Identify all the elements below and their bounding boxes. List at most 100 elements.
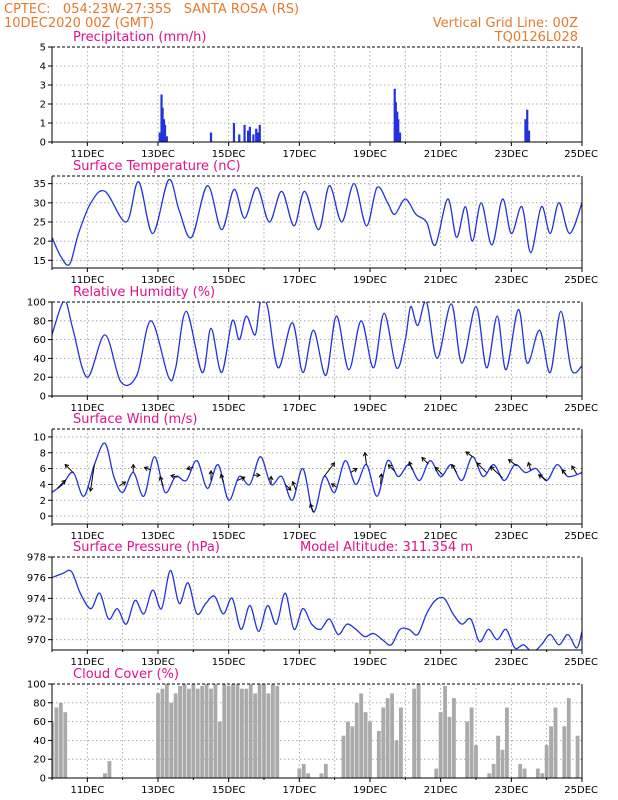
pressure-title: Surface Pressure (hPa)	[73, 540, 220, 555]
precip-bar	[161, 107, 164, 142]
wind-arrow	[323, 462, 336, 477]
precip-bar	[163, 124, 167, 142]
cloud-bar	[500, 749, 505, 778]
precip-bar	[394, 102, 397, 142]
x-tick-label: 11DEC	[70, 531, 104, 542]
cloud-bar	[306, 773, 311, 778]
cloud-bar	[381, 707, 386, 778]
y-tick-label: 8	[40, 448, 46, 459]
cloud-bar	[368, 721, 372, 778]
cloud-bar	[575, 735, 580, 778]
cloud-bar	[491, 763, 496, 778]
cloud-bar	[465, 721, 470, 778]
y-tick-label: 978	[27, 553, 46, 564]
x-tick-label: 15DEC	[212, 531, 246, 542]
y-tick-label: 30	[33, 198, 46, 209]
wind-arrow	[362, 451, 368, 465]
cloud-bar	[52, 721, 54, 778]
cloud-bar	[452, 698, 456, 778]
x-tick-label: 15DEC	[212, 149, 246, 160]
cloud-bar	[231, 684, 235, 778]
precip-bar	[527, 130, 531, 142]
x-tick-label: 13DEC	[141, 403, 175, 414]
cloud-bar	[469, 707, 474, 778]
wind-arrow	[378, 473, 384, 485]
cloud-bar	[266, 693, 271, 778]
cloud-bar	[505, 707, 509, 778]
wind-arrow	[408, 461, 413, 471]
wind-arrow	[237, 476, 246, 481]
x-tick-label: 19DEC	[353, 149, 387, 160]
x-tick-label: 21DEC	[424, 531, 458, 542]
rh-series-line	[52, 302, 582, 387]
x-tick-label: 17DEC	[282, 657, 316, 668]
y-tick-label: 2	[40, 100, 46, 111]
header-location: CPTEC: 054:23W-27:35S SANTA ROSA (RS)	[4, 2, 299, 17]
y-tick-label: 0	[40, 138, 46, 149]
cloud-bar	[553, 707, 558, 778]
x-tick-label: 13DEC	[141, 275, 175, 286]
wind-arrow	[571, 465, 578, 475]
precip-bar	[158, 132, 161, 142]
header-model-code: TQ0126L028	[494, 30, 578, 45]
cloud-bar	[270, 684, 275, 778]
cloud-bar	[301, 763, 306, 778]
model-altitude: Model Altitude: 311.354 m	[300, 540, 473, 555]
wind-arrow	[130, 463, 136, 473]
cloud-bar	[275, 685, 280, 778]
cloud-bar	[200, 685, 205, 778]
y-tick-label: 970	[27, 635, 46, 646]
cloud-bar	[443, 685, 447, 778]
x-tick-label: 23DEC	[494, 657, 528, 668]
cloud-bar	[487, 773, 492, 778]
x-tick-label: 23DEC	[494, 531, 528, 542]
x-tick-label: 19DEC	[353, 657, 387, 668]
y-tick-label: 60	[33, 335, 46, 346]
y-tick-label: 5	[40, 43, 46, 54]
x-tick-label: 17DEC	[282, 403, 316, 414]
x-tick-label: 13DEC	[141, 531, 175, 542]
x-tick-label: 21DEC	[424, 149, 458, 160]
x-tick-label: 19DEC	[353, 275, 387, 286]
cloud-bar	[363, 712, 368, 778]
y-tick-label: 25	[33, 218, 46, 229]
panel-surface-wind: Surface Wind (m/s) 0 2 4 6 8 10 11DEC 13DEC 15DE…	[33, 412, 598, 542]
plot-frame	[51, 302, 583, 397]
data-marks	[158, 88, 531, 142]
x-tick-label: 11DEC	[70, 275, 104, 286]
x-tick-label: 25DEC	[564, 531, 598, 542]
cloud-bar	[566, 698, 571, 778]
wind-arrow	[268, 475, 274, 485]
wind-arrow	[330, 483, 337, 488]
precip-bar	[238, 134, 241, 142]
cloud-bar	[376, 731, 381, 778]
cloud-bar	[253, 693, 258, 778]
y-tick-label: 20	[33, 373, 46, 384]
cloud-bar	[209, 688, 213, 778]
cloud-bar	[496, 735, 500, 778]
y-tick-label: 100	[27, 298, 46, 309]
x-tick-label: 25DEC	[564, 149, 598, 160]
y-tick-label: 2	[40, 496, 46, 507]
x-tick-label: 13DEC	[141, 785, 175, 796]
cloud-bar	[178, 685, 182, 778]
y-tick-label: 80	[33, 698, 46, 709]
y-tick-label: 40	[33, 736, 46, 747]
precip-bar	[255, 128, 258, 142]
cloud-bar	[562, 726, 567, 778]
x-tick-label: 25DEC	[564, 785, 598, 796]
cloud-bar	[434, 768, 439, 778]
wind-arrow	[291, 480, 297, 490]
y-tick-label: 6	[40, 464, 46, 475]
y-tick-label: 20	[33, 755, 46, 766]
wind-arrow	[170, 473, 178, 479]
cloud-bar	[540, 773, 545, 778]
x-tick-label: 13DEC	[141, 149, 175, 160]
cloud-bar	[173, 693, 178, 778]
wind-arrow	[476, 462, 487, 473]
data-marks	[52, 179, 582, 266]
wind-arrow	[219, 473, 225, 483]
cloud-bar	[187, 688, 191, 778]
x-tick-label: 25DEC	[564, 403, 598, 414]
cloud-bar	[394, 740, 399, 778]
